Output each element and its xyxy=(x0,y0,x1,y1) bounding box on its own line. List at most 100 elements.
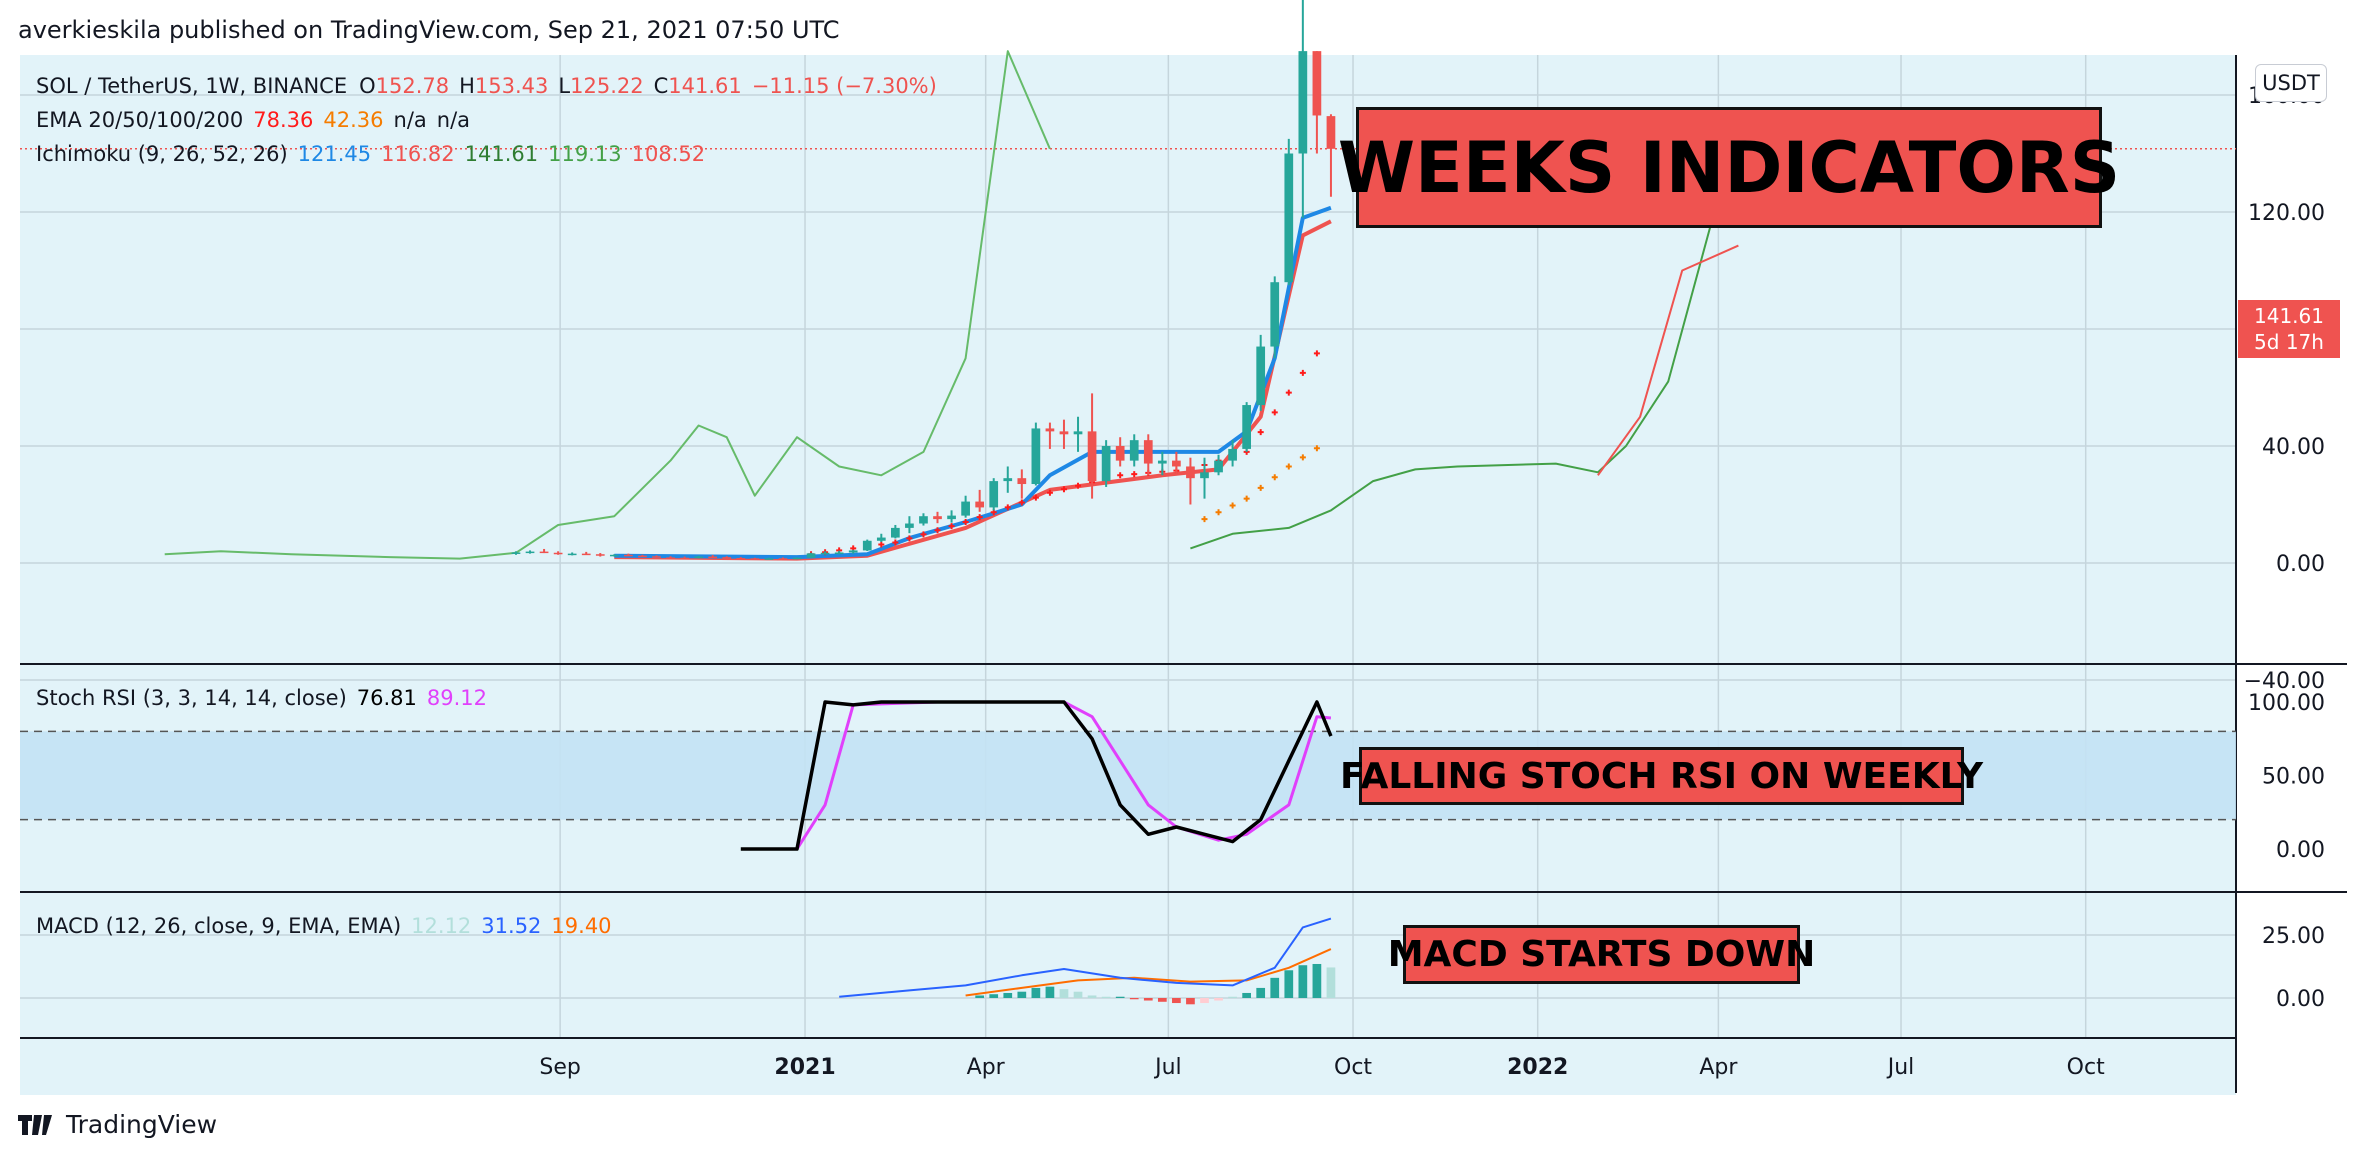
ema50-marker xyxy=(1201,516,1208,523)
ema20-marker xyxy=(976,514,983,521)
candle xyxy=(1298,0,1308,218)
macd-histogram-bar xyxy=(1214,998,1223,1001)
macd-line xyxy=(839,917,1332,998)
macd-histogram-bar xyxy=(1256,987,1266,998)
candle-body xyxy=(806,553,816,558)
ema20-marker xyxy=(934,527,941,534)
candle-body xyxy=(1129,440,1139,461)
candle xyxy=(736,557,746,560)
ema20-value: 78.36 xyxy=(253,108,314,132)
macd-histogram-bar xyxy=(1003,992,1013,998)
ichimoku-base-value: 116.82 xyxy=(381,142,455,166)
ema50-marker xyxy=(1215,509,1222,516)
time-axis-label: Apr xyxy=(967,1055,1006,1080)
ema20-marker xyxy=(1271,409,1278,416)
macd-histogram-bar xyxy=(1059,989,1069,998)
macd-histogram-bar xyxy=(1186,998,1195,1005)
macd-histogram-bar xyxy=(1073,991,1083,998)
time-axis-label: Apr xyxy=(1699,1055,1738,1080)
macd-signal-line xyxy=(965,948,1332,997)
candle xyxy=(1087,393,1097,499)
ichimoku-conversion-value: 121.45 xyxy=(297,142,372,166)
candle-body xyxy=(722,557,732,559)
candle-body xyxy=(539,551,549,554)
ichimoku-lagging-value: 141.61 xyxy=(464,142,539,166)
price-axis-label: 40.00 xyxy=(2262,435,2325,460)
candle xyxy=(961,495,970,518)
candle xyxy=(919,513,928,526)
candle-body xyxy=(834,552,844,554)
macd-histogram-bar xyxy=(1031,987,1041,998)
ema50-marker xyxy=(1229,502,1236,509)
ichimoku-legend: Ichimoku (9, 26, 52, 26) 121.45 116.82 141.… xyxy=(36,142,715,166)
candle-body xyxy=(1284,153,1294,283)
ema20-marker xyxy=(1075,482,1082,489)
candle xyxy=(1045,422,1055,449)
candle-body xyxy=(609,554,619,557)
ichimoku-lead2-line xyxy=(1597,244,1739,476)
candle-body xyxy=(792,557,802,560)
candle-body xyxy=(1326,116,1336,149)
ichimoku-lead2-value: 108.52 xyxy=(631,142,706,166)
candle xyxy=(1214,454,1223,476)
time-axis-label: Sep xyxy=(539,1055,580,1080)
ema20-marker xyxy=(1313,350,1320,357)
chart-background xyxy=(20,55,2236,1095)
candle-body xyxy=(919,516,928,524)
macd-histogram-bar xyxy=(1200,998,1209,1004)
publisher-header: averkieskila published on TradingView.co… xyxy=(18,16,840,44)
macd-histogram-bar xyxy=(1017,991,1027,998)
candle-body xyxy=(624,554,633,557)
ema50-value: 42.36 xyxy=(323,108,384,132)
candle-body xyxy=(876,537,886,541)
candle xyxy=(638,554,647,558)
candle xyxy=(1101,440,1111,487)
macd-histogram-bar xyxy=(1157,998,1167,1002)
annotation-macd-starts-down[interactable]: MACD STARTS DOWN xyxy=(1388,925,1815,984)
macd-histogram-bar xyxy=(1242,992,1251,998)
ema50-marker xyxy=(1257,484,1264,491)
annotation-weeks-indicators[interactable]: WEEKS INDICATORS xyxy=(1338,107,2120,228)
candle xyxy=(778,557,788,560)
candle-body xyxy=(1242,405,1251,449)
ohlc-l-label: L xyxy=(558,74,571,98)
candle-body xyxy=(1228,448,1237,461)
stoch-axis-label: 100.00 xyxy=(2248,691,2325,716)
ema50-marker xyxy=(1243,495,1250,502)
macd-histogram-bar xyxy=(1143,998,1153,1001)
ema-label: EMA 20/50/100/200 xyxy=(36,108,244,132)
candle xyxy=(680,556,689,560)
macd-histogram-bar xyxy=(975,995,985,998)
candle-body xyxy=(525,551,535,554)
candle-body xyxy=(764,558,774,560)
currency-button[interactable]: USDT xyxy=(2255,64,2327,102)
candle-body xyxy=(1256,346,1266,406)
candle-body xyxy=(1214,460,1223,473)
ema20-marker xyxy=(1046,489,1053,496)
stoch-d-value: 89.12 xyxy=(426,686,488,710)
candle-body xyxy=(511,552,521,554)
candle-body xyxy=(638,555,647,558)
ema20-marker xyxy=(962,519,969,526)
ema100-value: n/a xyxy=(393,108,427,132)
ohlc-c-value: 141.61 xyxy=(668,74,742,98)
candle-body xyxy=(1003,478,1013,482)
ohlc-o-value: 152.78 xyxy=(375,74,450,98)
candle xyxy=(708,555,718,559)
candle xyxy=(553,551,563,555)
candle-body xyxy=(750,558,760,560)
stoch-k-line xyxy=(740,700,1333,851)
candle xyxy=(834,550,844,555)
candle-body xyxy=(708,556,718,559)
candle-body xyxy=(933,516,942,520)
tradingview-footer: TradingView xyxy=(18,1110,217,1139)
time-axis-label: 2022 xyxy=(1507,1055,1568,1080)
candle xyxy=(848,549,858,554)
candle-body xyxy=(1059,431,1069,435)
ema20-marker xyxy=(1257,429,1264,436)
candle xyxy=(581,551,591,556)
ema20-marker xyxy=(1060,486,1067,493)
annotation-falling-stoch-rsi[interactable]: FALLING STOCH RSI ON WEEKLY xyxy=(1340,747,1983,805)
candle-body xyxy=(1017,478,1027,485)
